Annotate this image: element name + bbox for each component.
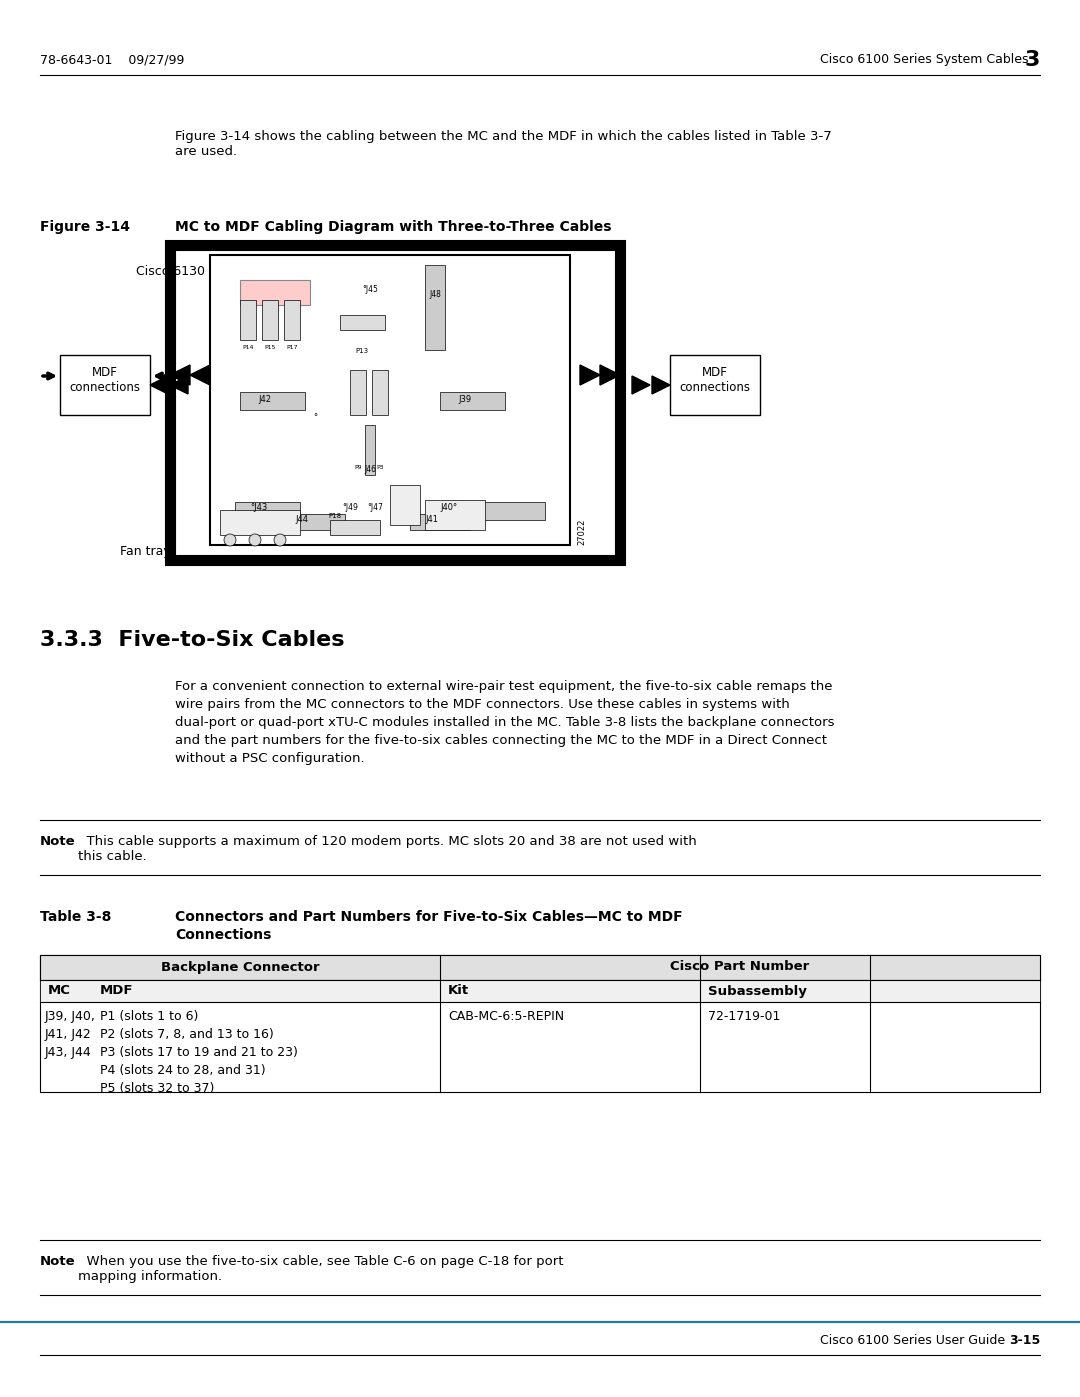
Text: Connectors and Part Numbers for Five-to-Six Cables—MC to MDF: Connectors and Part Numbers for Five-to-… (175, 909, 683, 923)
Text: P17: P17 (286, 345, 298, 351)
Bar (670, 355, 760, 415)
Text: Note: Note (40, 1255, 76, 1268)
Bar (440, 393, 505, 409)
Text: J42: J42 (258, 395, 271, 404)
Text: 3: 3 (1025, 50, 1040, 70)
Text: °J43: °J43 (249, 503, 267, 511)
Bar (426, 265, 445, 351)
Text: J46: J46 (364, 465, 376, 474)
Text: Note: Note (40, 835, 76, 848)
Polygon shape (190, 365, 210, 386)
Bar (372, 370, 388, 415)
Bar (40, 956, 1040, 981)
Text: P14: P14 (242, 345, 254, 351)
Text: Figure 3-14 shows the cabling between the MC and the MDF in which the cables lis: Figure 3-14 shows the cabling between th… (175, 130, 832, 158)
Circle shape (224, 534, 237, 546)
Text: Connections: Connections (175, 928, 271, 942)
Bar (390, 485, 420, 525)
Circle shape (249, 534, 261, 546)
Bar (410, 514, 470, 529)
Bar (235, 502, 300, 520)
Text: CAB-MC-6:5-REPIN: CAB-MC-6:5-REPIN (448, 1010, 564, 1023)
Bar (240, 279, 310, 305)
Text: For a convenient connection to external wire-pair test equipment, the five-to-si: For a convenient connection to external … (175, 680, 835, 766)
Bar (426, 500, 485, 529)
Text: °J49: °J49 (342, 503, 357, 511)
Text: Fan tray: Fan tray (120, 545, 171, 557)
Text: MC to MDF Cabling Diagram with Three-to-Three Cables: MC to MDF Cabling Diagram with Three-to-… (175, 219, 611, 235)
Text: J48: J48 (429, 291, 441, 299)
Text: 3-15: 3-15 (1009, 1334, 1040, 1347)
Bar (220, 510, 300, 535)
Text: When you use the five-to-six cable, see Table C-6 on page C-18 for port
mapping : When you use the five-to-six cable, see … (78, 1255, 564, 1282)
Polygon shape (150, 376, 168, 394)
Polygon shape (580, 365, 600, 386)
Bar (240, 300, 256, 339)
Polygon shape (170, 376, 188, 394)
Text: P15: P15 (265, 345, 275, 351)
Text: P18: P18 (328, 513, 341, 520)
Text: Cisco 6100 Series System Cables: Cisco 6100 Series System Cables (820, 53, 1028, 67)
Text: °J47: °J47 (367, 503, 383, 511)
Bar (240, 393, 305, 409)
Circle shape (274, 534, 286, 546)
Bar (262, 300, 278, 339)
Bar (40, 981, 1040, 1002)
Bar (285, 514, 345, 529)
Bar (330, 520, 380, 535)
Text: J40°: J40° (440, 503, 457, 511)
Bar (284, 300, 300, 339)
Text: Cisco 6100 Series User Guide: Cisco 6100 Series User Guide (820, 1334, 1005, 1347)
Text: MDF
connections: MDF connections (679, 366, 751, 394)
Text: P1 (slots 1 to 6)
P2 (slots 7, 8, and 13 to 16)
P3 (slots 17 to 19 and 21 to 23): P1 (slots 1 to 6) P2 (slots 7, 8, and 13… (100, 1010, 298, 1095)
Bar (365, 425, 375, 475)
Text: Table 3-8: Table 3-8 (40, 909, 111, 923)
Text: MDF: MDF (100, 985, 134, 997)
Text: MC: MC (48, 985, 71, 997)
Polygon shape (170, 365, 190, 386)
Text: J39, J40,
J41, J42
J43, J44: J39, J40, J41, J42 J43, J44 (45, 1010, 96, 1059)
Text: J41: J41 (426, 515, 438, 524)
Text: This cable supports a maximum of 120 modem ports. MC slots 20 and 38 are not use: This cable supports a maximum of 120 mod… (78, 835, 697, 863)
Bar (350, 370, 366, 415)
Bar (40, 956, 1040, 1092)
Text: 72-1719-01: 72-1719-01 (708, 1010, 781, 1023)
Polygon shape (600, 365, 620, 386)
Text: P9: P9 (354, 465, 362, 469)
Text: Backplane Connector: Backplane Connector (161, 961, 320, 974)
Text: °: ° (313, 414, 318, 422)
Text: °J45: °J45 (362, 285, 378, 293)
Bar (340, 314, 384, 330)
Text: 27022: 27022 (578, 518, 586, 545)
Polygon shape (652, 376, 670, 394)
Text: 78-6643-01    09/27/99: 78-6643-01 09/27/99 (40, 53, 185, 67)
Text: MDF
connections: MDF connections (69, 366, 140, 394)
Bar (210, 256, 570, 545)
Bar (480, 502, 545, 520)
Text: J44: J44 (295, 515, 308, 524)
Text: Figure 3-14: Figure 3-14 (40, 219, 130, 235)
Text: Cisco Part Number: Cisco Part Number (671, 961, 810, 974)
Text: Cisco 6130: Cisco 6130 (136, 265, 205, 278)
Text: P13: P13 (355, 348, 368, 353)
Text: Subassembly: Subassembly (708, 985, 807, 997)
Polygon shape (632, 376, 650, 394)
Text: J39: J39 (458, 395, 472, 404)
Text: P3: P3 (376, 465, 383, 469)
Text: 3.3.3  Five-to-Six Cables: 3.3.3 Five-to-Six Cables (40, 630, 345, 650)
Bar (60, 355, 150, 415)
Bar (170, 244, 620, 560)
Text: Kit: Kit (448, 985, 469, 997)
